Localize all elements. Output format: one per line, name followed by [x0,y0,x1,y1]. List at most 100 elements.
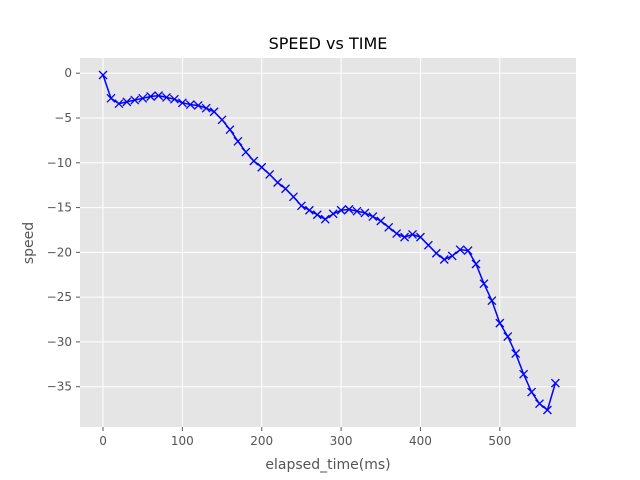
data-point-marker [106,93,116,103]
x-tick-label: 300 [330,434,353,448]
y-tick-label: −5 [54,111,72,125]
data-point-marker [185,100,195,110]
data-point-marker [296,201,306,211]
marker-stroke [455,245,465,255]
data-point-marker [328,209,338,219]
marker-stroke [296,201,306,211]
grid [80,58,576,427]
y-tick-label: −10 [47,156,72,170]
marker-stroke [328,209,338,219]
data-point-marker [169,94,179,104]
marker-stroke [201,103,211,113]
marker-stroke [431,248,441,258]
data-point-marker [527,387,537,397]
data-point-marker [503,332,513,342]
data-point-marker [130,95,140,105]
x-tick-label: 400 [409,434,432,448]
data-point-marker [423,240,433,250]
data-point-marker [487,296,497,306]
data-point-marker [265,169,275,179]
marker-stroke [106,93,116,103]
marker-stroke [542,405,552,415]
marker-stroke [336,205,346,215]
data-point-marker [249,156,259,166]
marker-stroke [527,387,537,397]
data-point-marker [447,251,457,261]
marker-stroke [265,169,275,179]
marker-stroke [439,255,449,264]
x-tick-label: 200 [250,434,273,448]
marker-stroke [154,91,164,101]
x-axis-label: elapsed_time(ms) [265,457,390,473]
x-tick-label: 500 [488,434,511,448]
data-point-marker [344,204,354,214]
marker-stroke [550,378,560,388]
series-line [102,74,557,411]
data-point-marker [550,378,560,388]
data-point-marker [98,70,108,80]
data-point-marker [281,184,291,194]
marker-stroke [146,92,156,101]
data-point-marker [138,93,148,103]
data-point-marker [177,98,187,108]
marker-stroke [400,232,410,242]
y-tick-label: −35 [47,380,72,394]
data-point-marker [519,369,529,379]
data-point-marker [122,97,132,107]
marker-stroke [352,206,362,216]
marker-stroke [535,399,544,409]
data-point-marker [217,115,227,125]
marker-stroke [463,246,473,256]
marker-stroke [304,205,314,215]
marker-stroke [177,98,187,108]
data-point-marker [463,246,473,256]
data-point-marker [225,125,235,135]
y-axis-label: speed [21,222,37,264]
data-point-marker [368,212,378,221]
marker-stroke [503,332,513,342]
y-tick-label: −25 [47,290,72,304]
plot-area [80,58,576,427]
data-point-marker [479,279,489,289]
marker-stroke [360,208,370,218]
marker-stroke [392,229,402,239]
marker-stroke [257,162,267,172]
x-tick-label: 0 [99,434,107,448]
marker-stroke [312,210,322,220]
tick-group: 0 100 200 300 400 500 0 −5 −10 −15 −20 −25 −30 −35 [47,66,512,448]
marker-stroke [415,232,425,242]
marker-stroke [209,107,219,117]
marker-stroke [138,93,148,103]
marker-stroke [233,136,243,146]
marker-stroke [344,204,354,214]
marker-stroke [249,156,259,166]
marker-stroke [519,369,529,379]
marker-stroke [495,318,505,328]
data-point-marker [114,99,124,109]
data-point-marker [535,399,544,409]
data-point-marker [455,245,465,255]
marker-stroke [169,94,179,104]
y-tick-label: −20 [47,245,72,259]
marker-stroke [447,251,457,261]
marker-stroke [487,296,497,306]
marker-stroke [471,259,481,269]
data-point-marker [209,107,219,117]
data-point-marker [471,259,481,269]
data-point-marker [392,229,402,239]
y-tick-label: −30 [47,335,72,349]
x-tick-label: 100 [171,434,194,448]
y-tick-label: 0 [64,66,72,80]
data-point-marker [289,192,298,202]
marker-stroke [225,125,235,135]
data-point-marker [336,205,346,215]
marker-stroke [408,229,417,239]
chart-title: SPEED vs TIME [269,34,388,53]
data-point-marker [312,210,322,220]
marker-stroke [479,279,489,289]
data-point-marker [154,91,164,101]
data-point-marker [360,208,370,218]
marker-stroke [273,178,283,187]
data-point-marker [146,92,156,101]
